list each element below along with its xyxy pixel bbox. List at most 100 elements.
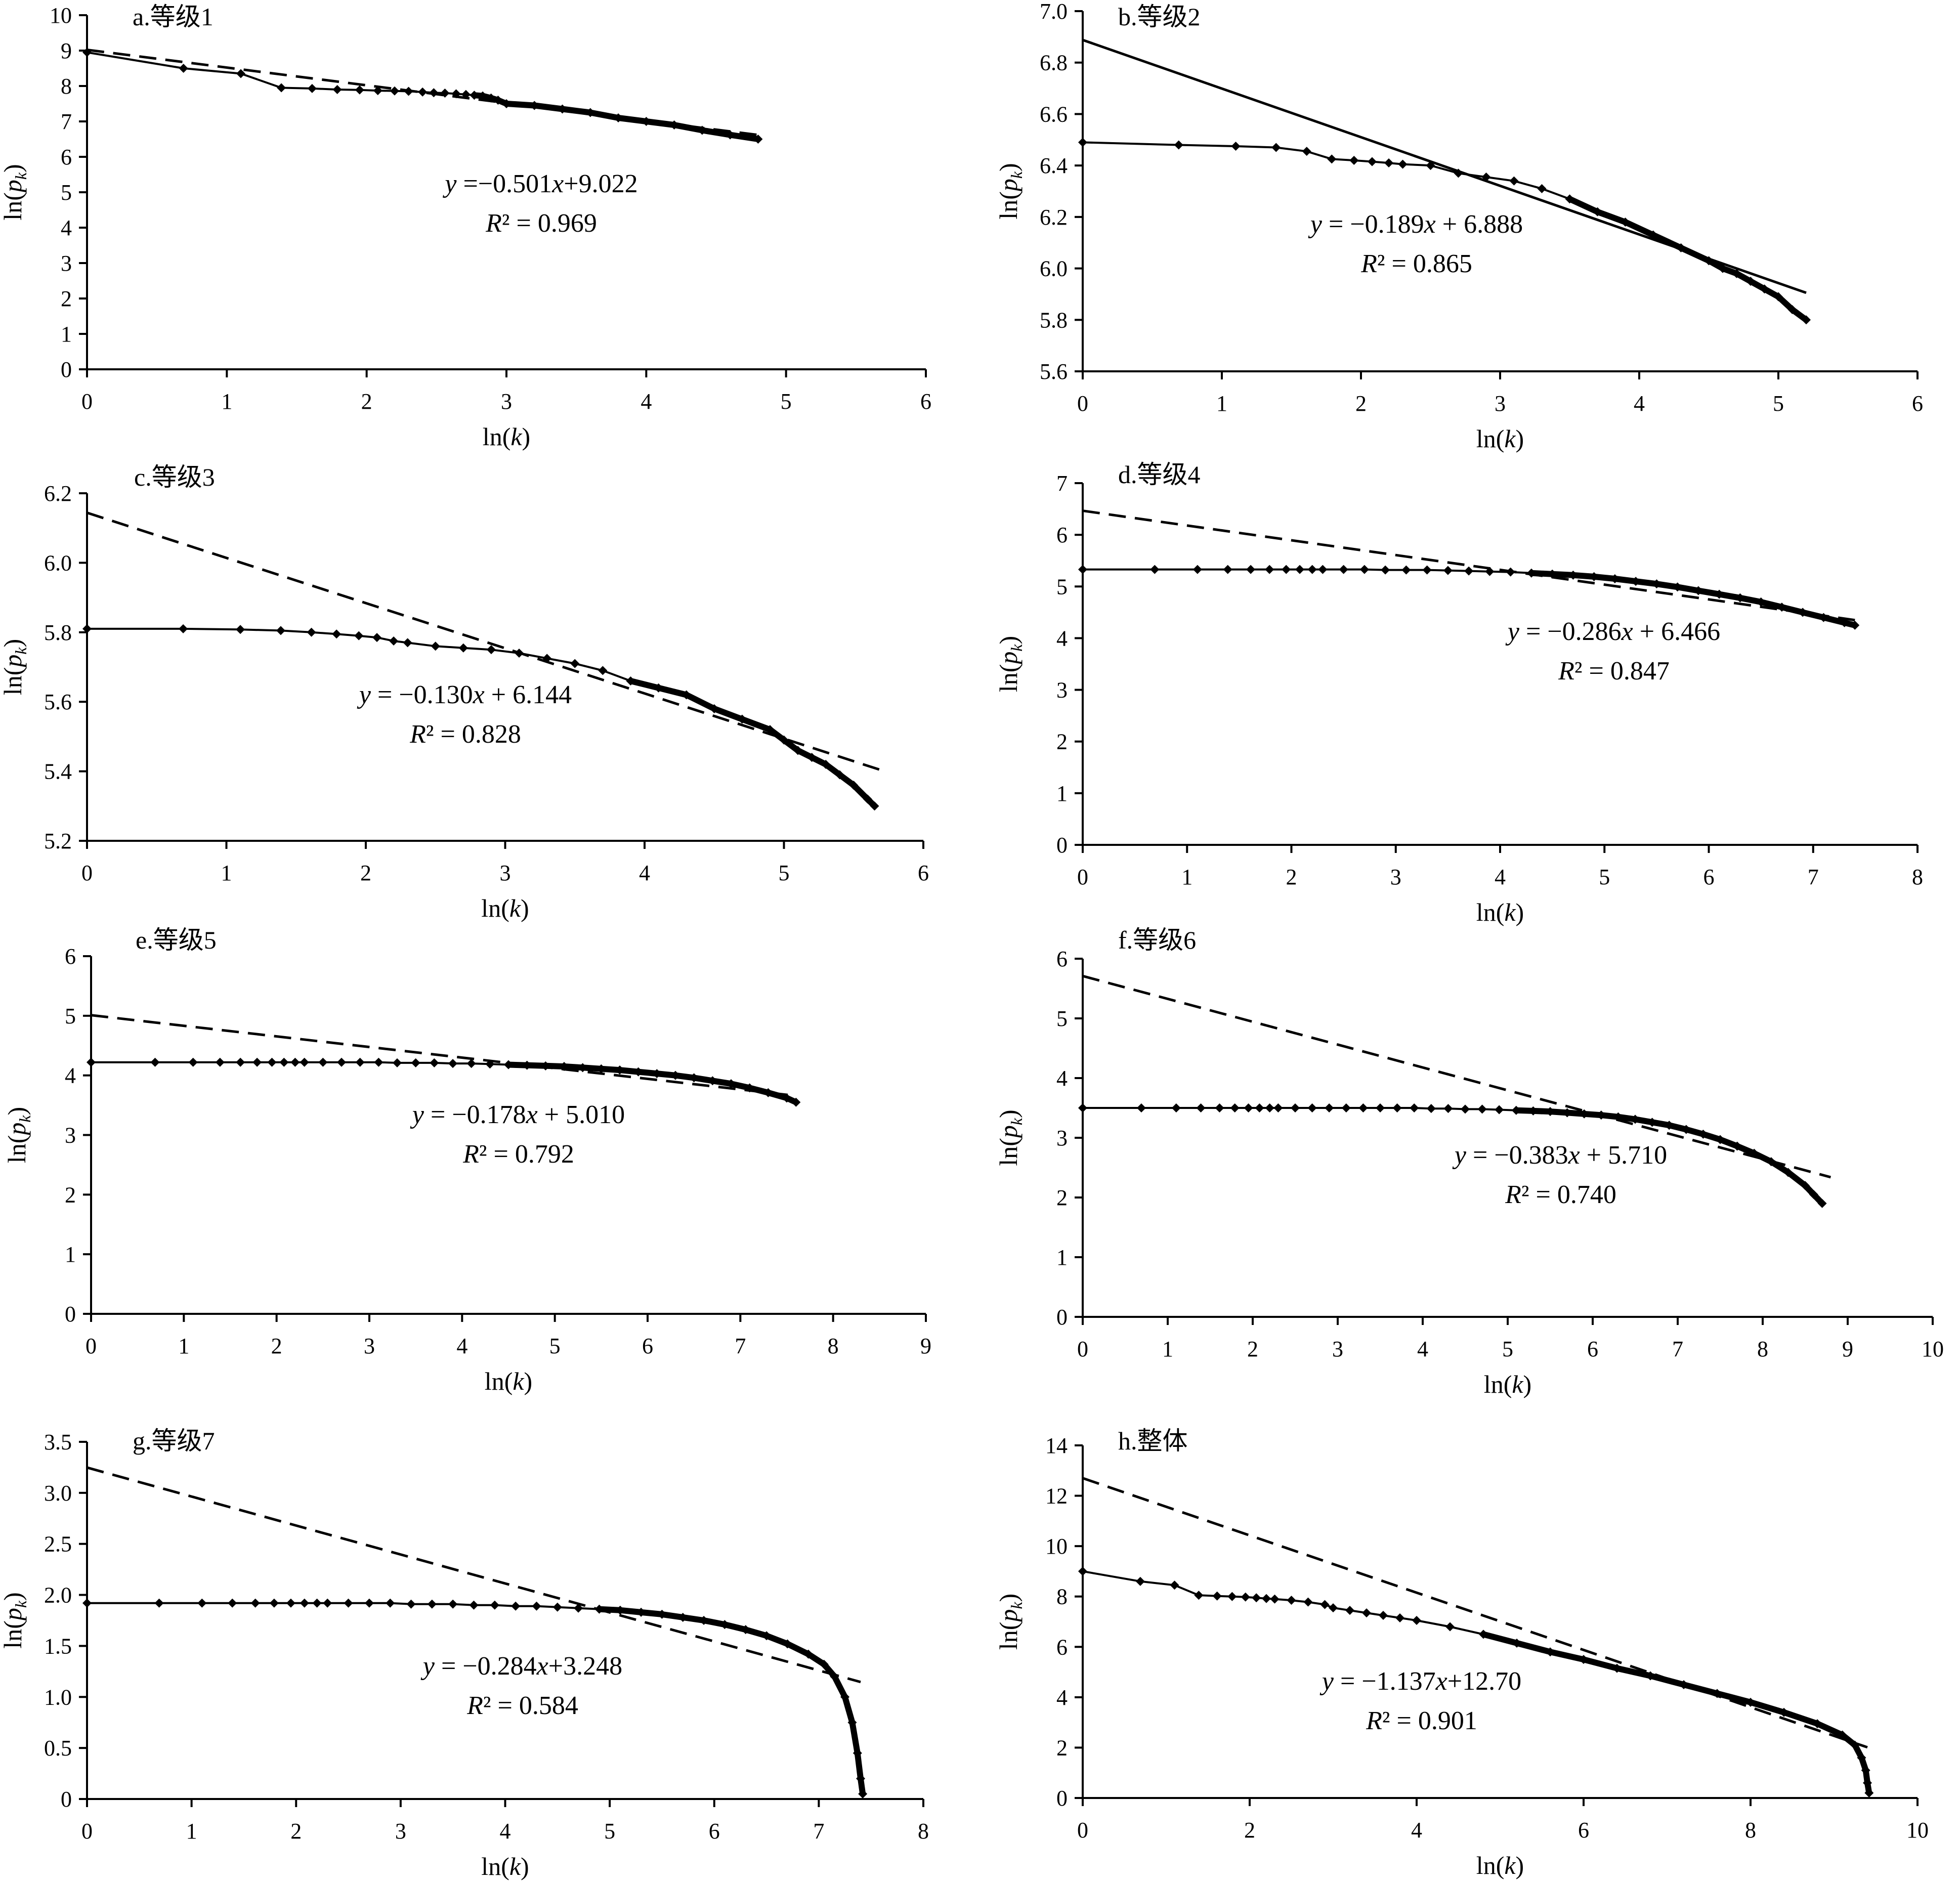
data-point [1801,1181,1810,1190]
x-tick-label: 5 [549,1334,561,1358]
data-point [530,101,539,110]
data-point [393,1058,402,1067]
y-tick-label: 6.2 [1040,205,1068,230]
data-point [1548,569,1557,579]
data-point [1341,1103,1351,1112]
data-point [150,1057,160,1067]
data-point [250,1598,260,1608]
x-tick-label: 8 [1912,865,1923,889]
data-point [1461,1104,1470,1114]
data-point [1398,159,1408,169]
data-point [1295,565,1304,574]
data-point [403,638,412,648]
panel-title: e.等级5 [136,926,217,954]
data-point [578,1063,587,1073]
fit-equation: y = −0.286x + 6.466 [1505,617,1720,646]
fit-equation: y = −0.383x + 5.710 [1452,1141,1667,1170]
data-point [1579,1655,1588,1664]
data-point [337,1057,346,1067]
y-axis-label: ln(pk) [0,164,30,220]
y-tick-label: 6.0 [44,550,72,575]
data-point [1401,565,1411,575]
y-tick-label: 2 [65,1182,76,1207]
data-point [1302,147,1311,156]
data-point [654,683,663,693]
y-tick-label: 4 [1056,1685,1068,1710]
y-tick-label: 5.2 [44,829,72,853]
data-point [1246,565,1256,574]
x-tick-label: 6 [1912,391,1923,416]
data-point [1215,1103,1224,1112]
data-point [709,704,719,713]
data-point [1612,1663,1622,1673]
data-point [669,120,679,130]
x-tick-label: 2 [361,389,372,414]
data-point [847,1718,857,1727]
y-tick-label: 3 [61,251,72,276]
data-point [753,135,763,144]
y-axis-label: ln(pk) [994,1109,1026,1166]
fit-equation: y = −0.130x + 6.144 [357,680,572,709]
x-tick-label: 6 [1578,1818,1589,1843]
data-point [727,1079,736,1089]
data-point [1802,315,1811,325]
x-tick-label: 2 [290,1819,302,1844]
data-point [1136,1103,1146,1112]
data-point [1613,1112,1623,1122]
data-point [418,87,428,97]
y-tick-label: 5 [1056,1006,1068,1031]
data-point [1443,1104,1453,1114]
data-point [318,1057,328,1067]
data-point [1443,566,1453,575]
data-point [1593,207,1602,217]
x-tick-label: 2 [1355,391,1367,416]
data-point [1318,565,1328,574]
panel-title: a.等级1 [133,3,214,31]
data-point [276,626,285,635]
data-point [560,1061,569,1071]
y-tick-label: 0.5 [44,1736,72,1761]
data-point [373,86,382,96]
y-tick-label: 0 [61,1787,72,1812]
data-point [179,624,188,633]
data-point [1809,1190,1818,1200]
fit-line [91,1014,796,1097]
y-tick-label: 7.0 [1040,0,1068,24]
fit-line [1082,1477,1868,1749]
data-point [1410,1103,1419,1112]
data-point [1850,620,1860,630]
data-point [511,1601,521,1611]
y-tick-label: 3 [1056,678,1068,703]
x-tick-label: 3 [1495,391,1506,416]
data-point [1537,184,1547,193]
data-point [1412,1616,1421,1625]
data-point [863,794,872,804]
data-point [1779,1707,1788,1717]
data-point [1174,140,1183,150]
x-tick-label: 10 [1906,1818,1929,1843]
x-tick-label: 4 [456,1334,467,1358]
data-point [541,1061,550,1071]
x-tick-label: 8 [918,1819,929,1844]
data-point [1861,1766,1870,1775]
x-tick-label: 3 [395,1819,406,1844]
y-tick-label: 4 [65,1063,76,1088]
data-point [451,89,461,99]
y-tick-label: 6 [65,944,76,969]
data-point [1231,142,1241,151]
x-tick-label: 3 [1390,865,1401,889]
data-point [779,735,789,745]
data-point [840,1692,850,1702]
data-point [542,654,552,663]
x-axis-label: ln(k) [1484,1370,1531,1398]
x-tick-label: 8 [828,1334,839,1358]
x-tick-label: 0 [81,861,93,885]
data-point [1838,1730,1847,1740]
data-point [286,1598,295,1608]
data-point [1265,565,1274,574]
y-tick-label: 6.4 [1040,153,1068,178]
data-point [1303,1597,1313,1607]
y-axis-label: ln(pk) [0,639,30,695]
x-tick-label: 6 [709,1819,720,1844]
